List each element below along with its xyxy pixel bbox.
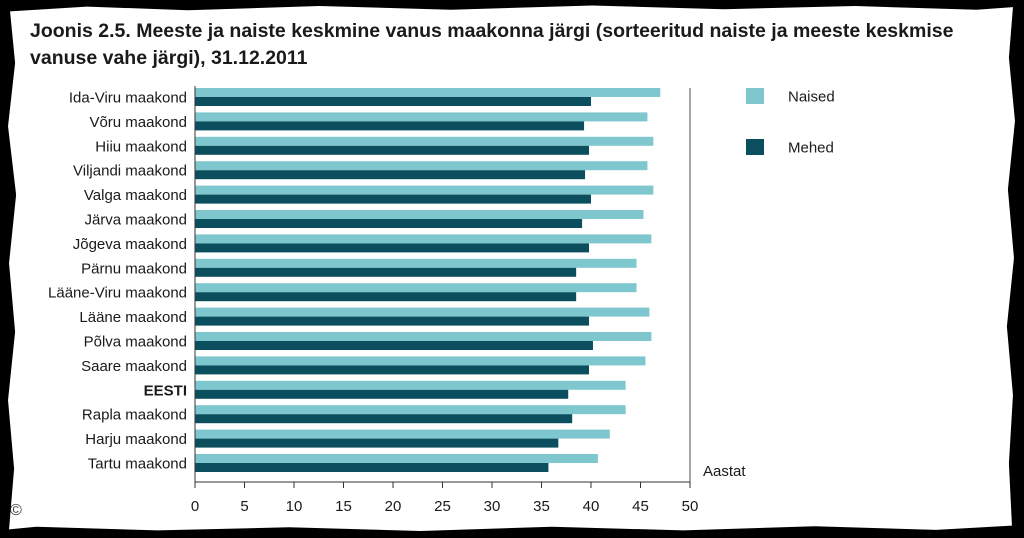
x-tick-label: 40 xyxy=(583,498,600,515)
bar-naised xyxy=(195,454,598,463)
category-label: Ida-Viru maakond xyxy=(69,90,187,107)
category-label: Võru maakond xyxy=(89,114,187,131)
bar-mehed xyxy=(195,463,549,472)
bar-mehed xyxy=(195,219,583,228)
category-label: Tartu maakond xyxy=(88,456,187,473)
copyright-mark: © xyxy=(10,502,22,519)
x-tick-label: 35 xyxy=(533,498,550,515)
x-tick-label: 30 xyxy=(484,498,501,515)
bar-mehed xyxy=(195,170,586,180)
x-tick-label: 25 xyxy=(434,498,451,515)
bar-mehed xyxy=(195,414,573,424)
x-tick-label: 15 xyxy=(335,498,352,515)
bar-naised xyxy=(195,112,648,122)
legend-swatch-mehed xyxy=(746,139,764,155)
bar-mehed xyxy=(195,194,591,204)
x-tick-label: 0 xyxy=(191,498,199,515)
x-tick-label: 50 xyxy=(682,498,699,515)
bar-naised xyxy=(195,356,646,366)
legend-label-naised: Naised xyxy=(788,89,835,106)
bar-mehed xyxy=(195,316,590,326)
bar-mehed xyxy=(195,97,591,106)
bar-mehed xyxy=(195,438,559,448)
category-label: Lääne-Viru maakond xyxy=(48,285,187,302)
category-label: Harju maakond xyxy=(85,431,187,448)
x-tick-label: 45 xyxy=(632,498,649,515)
x-tick-label: 20 xyxy=(385,498,402,515)
bar-naised xyxy=(195,307,650,317)
category-label: Hiiu maakond xyxy=(95,138,187,155)
bar-mehed xyxy=(195,365,590,375)
x-axis-label: Aastat xyxy=(703,463,746,480)
bar-mehed xyxy=(195,267,577,277)
bar-naised xyxy=(195,210,644,219)
bar-naised xyxy=(195,380,626,390)
bar-naised xyxy=(195,161,648,171)
bar-mehed xyxy=(195,341,593,350)
bar-naised xyxy=(195,332,652,341)
bar-naised xyxy=(195,405,626,415)
chart-title: Joonis 2.5. Meeste ja naiste keskmine va… xyxy=(30,20,954,69)
bar-mehed xyxy=(195,145,590,155)
legend-label-mehed: Mehed xyxy=(788,140,834,157)
category-label: Pärnu maakond xyxy=(81,260,187,277)
bar-mehed xyxy=(195,121,585,131)
bar-mehed xyxy=(195,243,590,253)
category-label: Põlva maakond xyxy=(84,334,187,351)
category-label: Saare maakond xyxy=(81,358,187,375)
bar-naised xyxy=(195,185,654,195)
bar-naised xyxy=(195,258,637,268)
bar-naised xyxy=(195,283,637,293)
x-tick-label: 10 xyxy=(286,498,303,515)
category-label: Lääne maakond xyxy=(79,309,187,326)
category-label: Viljandi maakond xyxy=(73,163,187,180)
category-label: Järva maakond xyxy=(84,212,187,229)
bar-naised xyxy=(195,136,654,146)
category-label: Valga maakond xyxy=(84,187,187,204)
bar-mehed xyxy=(195,292,577,302)
bar-naised xyxy=(195,234,652,244)
category-label: Jõgeva maakond xyxy=(73,236,187,253)
category-label: EESTI xyxy=(144,382,187,399)
category-label: Rapla maakond xyxy=(82,407,187,424)
x-tick-label: 5 xyxy=(240,498,248,515)
bar-mehed xyxy=(195,389,569,399)
bar-naised xyxy=(195,429,610,439)
legend-swatch-naised xyxy=(746,88,764,104)
bar-naised xyxy=(195,88,661,97)
